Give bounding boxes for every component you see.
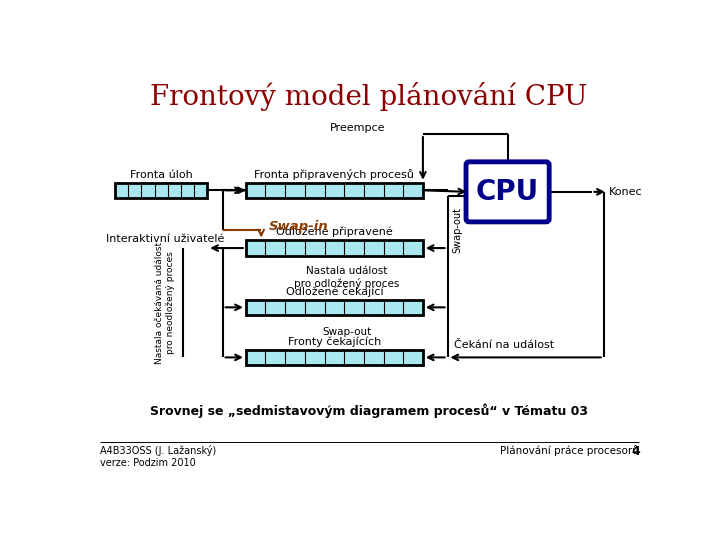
Text: CPU: CPU bbox=[476, 178, 539, 206]
Text: Odložené čekající: Odložené čekající bbox=[286, 286, 383, 296]
Text: Frontový model plánování CPU: Frontový model plánování CPU bbox=[150, 82, 588, 111]
Bar bbox=[246, 183, 423, 198]
Text: Konec: Konec bbox=[609, 187, 643, 197]
Bar bbox=[246, 240, 423, 256]
Text: Čekání na událost: Čekání na událost bbox=[454, 340, 554, 350]
Text: Interaktivní uživatelé: Interaktivní uživatelé bbox=[106, 234, 224, 244]
Bar bbox=[115, 183, 207, 198]
FancyBboxPatch shape bbox=[466, 162, 549, 222]
Text: Swap-out: Swap-out bbox=[452, 207, 462, 253]
Text: Plánování práce procesorů: Plánování práce procesorů bbox=[500, 445, 639, 456]
Text: Nastala očekávaná událost
pro neodložený proces: Nastala očekávaná událost pro neodložený… bbox=[156, 242, 175, 364]
Bar bbox=[246, 350, 423, 365]
Text: Fronty čekajících: Fronty čekajících bbox=[288, 336, 381, 347]
Text: 4: 4 bbox=[631, 445, 640, 458]
Text: A4B33OSS (J. Lažanský)
verze: Podzim 2010: A4B33OSS (J. Lažanský) verze: Podzim 201… bbox=[99, 445, 216, 468]
Text: Odložené připravené: Odložené připravené bbox=[276, 227, 392, 237]
Text: Srovnej se „sedmistavovým diagramem procesů“ v Tématu 03: Srovnej se „sedmistavovým diagramem proc… bbox=[150, 403, 588, 418]
Bar bbox=[246, 300, 423, 315]
Text: Nastala událost
pro odložený proces: Nastala událost pro odložený proces bbox=[294, 266, 400, 289]
Text: Preempce: Preempce bbox=[330, 123, 385, 132]
Text: Fronta připravených procesů: Fronta připravených procesů bbox=[254, 168, 414, 179]
Text: Swap-in: Swap-in bbox=[269, 220, 328, 233]
Text: Fronta úloh: Fronta úloh bbox=[130, 170, 192, 179]
Text: Swap-out: Swap-out bbox=[322, 327, 372, 338]
